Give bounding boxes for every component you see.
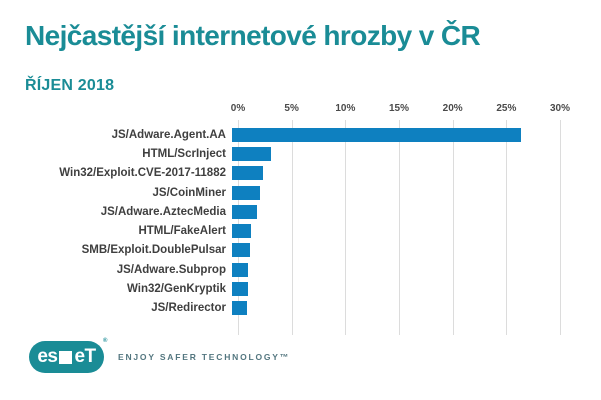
table-row: HTML/ScrInject bbox=[0, 144, 560, 163]
table-row: JS/CoinMiner bbox=[0, 183, 560, 202]
eset-logo-text-left: es bbox=[37, 345, 58, 367]
bar bbox=[232, 262, 249, 277]
x-tick-label: 20% bbox=[442, 103, 463, 114]
page-subtitle: ŘÍJEN 2018 bbox=[25, 77, 115, 94]
x-tick-label: 10% bbox=[335, 103, 356, 114]
category-label: Win32/GenKryptik bbox=[127, 283, 226, 296]
x-tick-label: 5% bbox=[284, 103, 299, 114]
bar bbox=[232, 146, 271, 161]
x-tick-label: 25% bbox=[496, 103, 517, 114]
x-tick-label: 15% bbox=[388, 103, 410, 114]
bar-track bbox=[232, 204, 554, 219]
bar bbox=[232, 301, 248, 316]
eset-tagline: ENJOY SAFER TECHNOLOGY™ bbox=[118, 352, 291, 362]
bar-track bbox=[232, 243, 554, 258]
x-tick-label: 0% bbox=[230, 103, 246, 114]
table-row: JS/Adware.AztecMedia bbox=[0, 202, 560, 221]
gridline bbox=[291, 120, 293, 335]
gridline bbox=[399, 120, 400, 335]
category-label: JS/Adware.AztecMedia bbox=[100, 205, 226, 218]
table-row: Win32/Exploit.CVE-2017-11882 bbox=[0, 164, 560, 183]
bar-rows: JS/Adware.Agent.AA HTML/ScrInject Win32/Ex… bbox=[0, 125, 560, 318]
bar bbox=[232, 282, 249, 297]
table-row: HTML/FakeAlert bbox=[0, 221, 560, 240]
bar-track bbox=[232, 185, 554, 200]
bar bbox=[232, 224, 252, 239]
bar bbox=[232, 127, 521, 142]
bar-track bbox=[232, 224, 554, 239]
bar-track bbox=[232, 127, 554, 142]
bar-track bbox=[232, 146, 554, 161]
x-axis-ticks: 0% 5% 10% 15% 20% 25% 30% bbox=[231, 103, 570, 118]
bar bbox=[232, 185, 260, 200]
table-row: SMB/Exploit.DoublePulsar bbox=[0, 241, 560, 260]
category-label: SMB/Exploit.DoublePulsar bbox=[81, 244, 226, 257]
eset-cube-icon bbox=[59, 350, 73, 364]
table-row: JS/Redirector bbox=[0, 299, 560, 318]
category-label: JS/Redirector bbox=[151, 302, 226, 315]
eset-logo-text-right: eT bbox=[74, 345, 96, 367]
table-row: Win32/GenKryptik bbox=[0, 279, 560, 298]
table-row: JS/Adware.Subprop bbox=[0, 260, 560, 279]
page-title: Nejčastější internetové hrozby v ČR bbox=[25, 20, 481, 51]
gridline bbox=[560, 120, 561, 335]
gridline bbox=[506, 120, 508, 335]
category-label: Win32/Exploit.CVE-2017-11882 bbox=[59, 167, 226, 180]
category-label: JS/Adware.Subprop bbox=[116, 263, 226, 276]
bar-track bbox=[232, 282, 554, 297]
category-label: JS/CoinMiner bbox=[152, 186, 226, 199]
category-label: JS/Adware.Agent.AA bbox=[111, 128, 226, 141]
bar-track bbox=[232, 262, 554, 277]
bar-track bbox=[232, 301, 554, 316]
bar bbox=[232, 243, 251, 258]
registered-trademark-icon: ® bbox=[103, 338, 108, 344]
category-label: HTML/ScrInject bbox=[142, 147, 226, 160]
bar bbox=[232, 166, 264, 181]
gridline bbox=[345, 120, 347, 335]
bar-track bbox=[232, 166, 554, 181]
eset-logo: es eT bbox=[29, 341, 104, 373]
gridline bbox=[452, 120, 454, 335]
bar bbox=[232, 204, 257, 219]
x-tick-label: 30% bbox=[549, 103, 571, 114]
bar-chart: 0% 5% 10% 15% 20% 25% 30% JS/Adware.Agent.AA HT… bbox=[0, 103, 601, 348]
table-row: JS/Adware.Agent.AA bbox=[0, 125, 560, 144]
category-label: HTML/FakeAlert bbox=[138, 225, 226, 238]
